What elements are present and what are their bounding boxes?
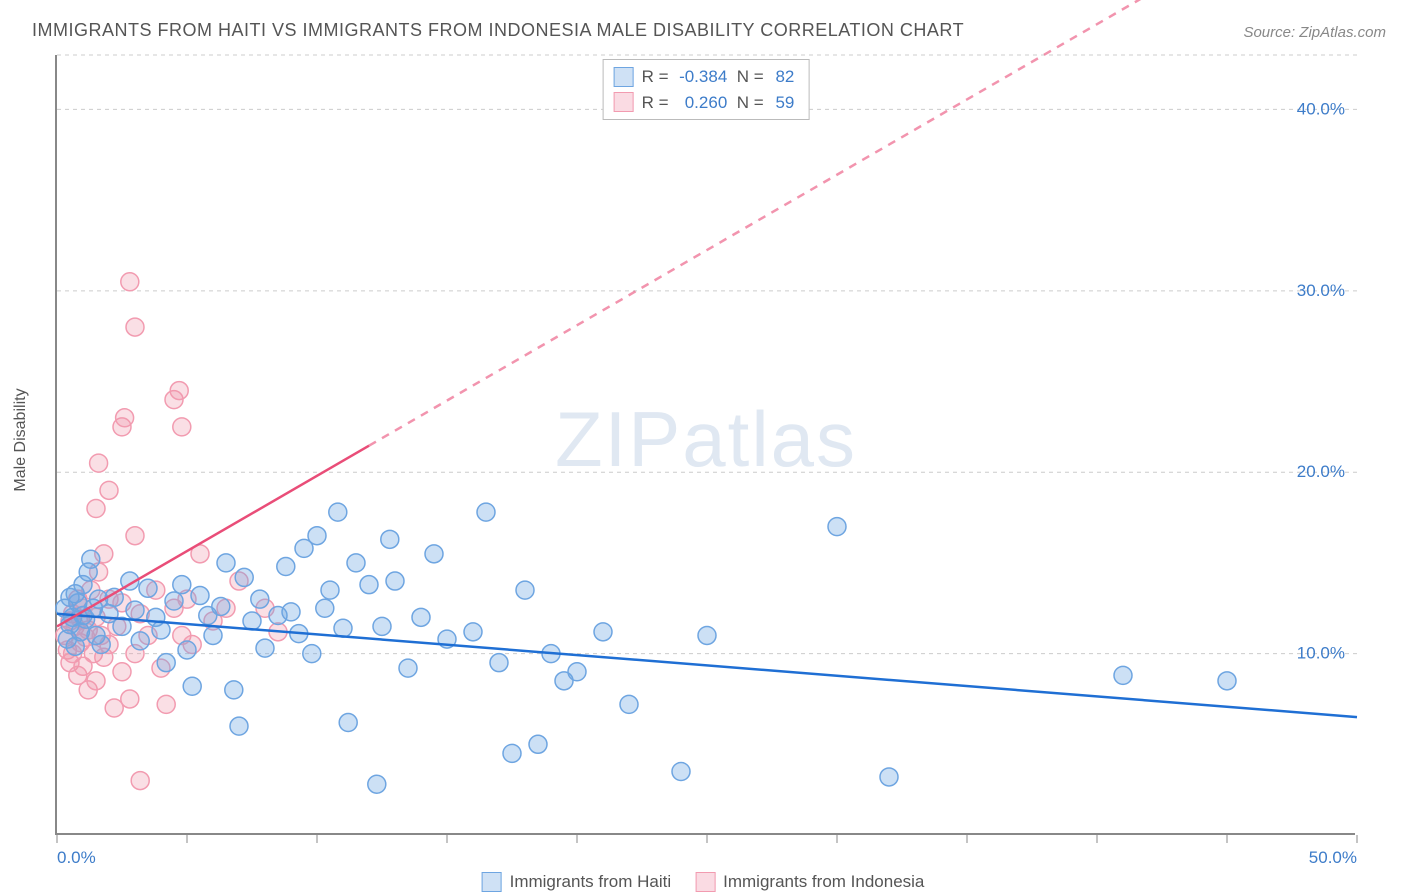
x-legend-label: Immigrants from Indonesia bbox=[723, 872, 924, 892]
plot-area: ZIPatlas R = -0.384 N = 82 R = 0.260 N =… bbox=[55, 55, 1355, 835]
svg-text:30.0%: 30.0% bbox=[1297, 281, 1345, 300]
plot-svg: 10.0%20.0%30.0%40.0%0.0%50.0% bbox=[57, 55, 1355, 833]
x-legend-label: Immigrants from Haiti bbox=[510, 872, 672, 892]
swatch-haiti-icon bbox=[482, 872, 502, 892]
chart-title: IMMIGRANTS FROM HAITI VS IMMIGRANTS FROM… bbox=[32, 20, 964, 41]
x-legend-haiti: Immigrants from Haiti bbox=[482, 872, 672, 892]
svg-text:0.0%: 0.0% bbox=[57, 848, 96, 867]
correlation-legend: R = -0.384 N = 82 R = 0.260 N = 59 bbox=[603, 59, 810, 120]
legend-row-indonesia: R = 0.260 N = 59 bbox=[614, 90, 795, 116]
svg-text:40.0%: 40.0% bbox=[1297, 99, 1345, 118]
swatch-haiti bbox=[614, 67, 634, 87]
svg-text:20.0%: 20.0% bbox=[1297, 462, 1345, 481]
source-attribution: Source: ZipAtlas.com bbox=[1243, 24, 1386, 41]
swatch-indonesia-icon bbox=[695, 872, 715, 892]
swatch-indonesia bbox=[614, 92, 634, 112]
svg-text:50.0%: 50.0% bbox=[1309, 848, 1357, 867]
x-legend-indonesia: Immigrants from Indonesia bbox=[695, 872, 924, 892]
legend-row-haiti: R = -0.384 N = 82 bbox=[614, 64, 795, 90]
x-axis-legend: Immigrants from Haiti Immigrants from In… bbox=[482, 872, 925, 892]
y-axis-label: Male Disability bbox=[12, 388, 30, 491]
svg-text:10.0%: 10.0% bbox=[1297, 644, 1345, 663]
